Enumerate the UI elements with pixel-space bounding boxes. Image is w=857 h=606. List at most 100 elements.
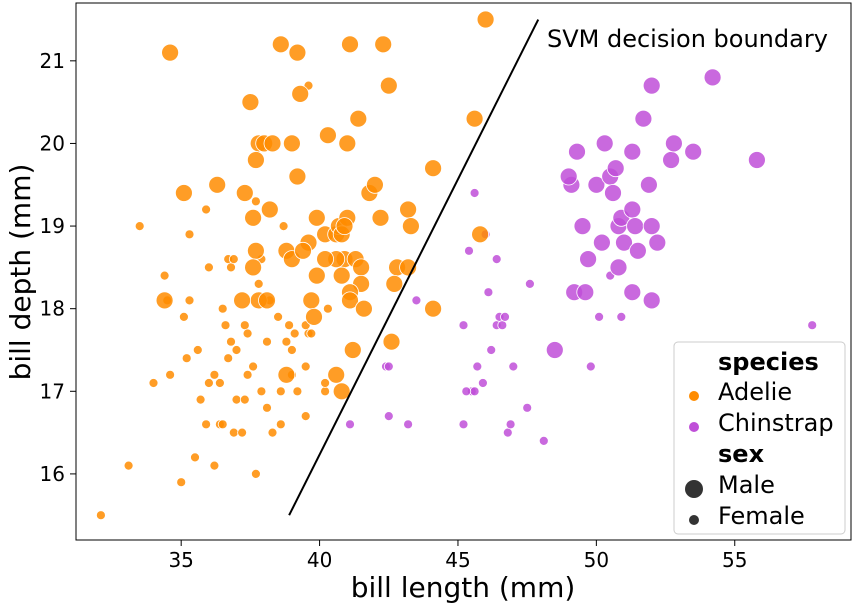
chinstrap-male-point-1 — [568, 142, 586, 161]
adelie-male-point-9 — [241, 93, 260, 111]
chinstrap-female-point-13 — [500, 311, 510, 322]
y-tick-label-21: 21 — [40, 49, 65, 73]
adelie-male-point-2 — [288, 43, 307, 62]
adelie-male-point-8 — [379, 76, 398, 95]
chinstrap-male-point-33 — [545, 341, 564, 359]
adelie-female-point-50 — [256, 386, 267, 397]
adelie-male-point-11 — [263, 134, 282, 153]
y-tick-label-19: 19 — [40, 214, 65, 238]
x-tick-label-35: 35 — [168, 548, 193, 572]
chinstrap-female-point-27 — [383, 411, 394, 422]
adelie-female-point-40 — [209, 460, 220, 471]
adelie-female-point-3 — [190, 452, 200, 463]
chinstrap-male-point-23 — [648, 233, 667, 252]
chinstrap-female-point-7 — [483, 287, 494, 298]
adelie-female-point-62 — [250, 196, 261, 207]
adelie-female-point-18 — [228, 254, 239, 265]
chinstrap-female-point-15 — [505, 419, 516, 430]
adelie-male-point-42 — [352, 258, 371, 277]
chinstrap-female-point-1 — [464, 245, 474, 256]
adelie-male-point-54 — [233, 291, 252, 310]
adelie-female-point-38 — [195, 394, 206, 405]
adelie-female-point-63 — [300, 361, 311, 372]
adelie-male-point-7 — [291, 85, 310, 103]
chinstrap-female-point-30 — [469, 386, 480, 397]
adelie-female-point-5 — [148, 378, 159, 388]
x-axis-ticks: 35 40 45 50 55 — [168, 540, 747, 572]
x-axis-label: bill length (mm) — [351, 571, 576, 604]
adelie-female-point-65 — [320, 378, 331, 388]
adelie-male-point-5 — [476, 10, 495, 29]
chinstrap-female-point-20 — [585, 361, 596, 372]
adelie-male-point-34 — [307, 266, 326, 285]
y-tick-label-16: 16 — [40, 462, 65, 486]
chinstrap-male-point-8 — [604, 184, 622, 202]
adelie-male-point-68 — [316, 250, 335, 269]
x-tick-label-45: 45 — [445, 548, 470, 572]
chinstrap-male-point-16 — [626, 217, 644, 236]
y-tick-label-20: 20 — [40, 131, 65, 155]
chinstrap-male-point-13 — [615, 233, 633, 252]
adelie-female-point-20 — [239, 320, 250, 331]
adelie-female-point-0 — [96, 510, 106, 521]
chinstrap-male-point-22 — [642, 76, 661, 95]
adelie-male-point-1 — [271, 35, 290, 54]
adelie-male-point-28 — [424, 159, 443, 178]
adelie-female-point-30 — [284, 320, 295, 331]
y-axis-label: bill depth (mm) — [4, 164, 37, 381]
adelie-male-point-45 — [401, 217, 420, 236]
legend-female-marker — [689, 515, 699, 525]
chinstrap-male-point-29 — [559, 167, 578, 186]
chinstrap-female-point-25 — [403, 419, 414, 430]
adelie-male-point-0 — [161, 43, 180, 62]
adelie-male-point-18 — [208, 175, 227, 194]
adelie-male-point-67 — [335, 217, 354, 236]
adelie-female-point-2 — [176, 477, 187, 488]
adelie-female-point-33 — [300, 411, 311, 422]
adelie-male-point-30 — [246, 241, 265, 260]
svm-annotation-label: SVM decision boundary — [547, 25, 828, 53]
adelie-female-point-47 — [203, 378, 214, 388]
adelie-male-point-26 — [371, 208, 390, 227]
adelie-male-point-62 — [343, 341, 362, 359]
adelie-female-point-11 — [203, 262, 214, 273]
adelie-female-point-25 — [262, 336, 272, 347]
legend: species Adelie Chinstrap sex Male Female — [673, 341, 846, 535]
chinstrap-female-point-16 — [508, 361, 519, 372]
adelie-female-point-15 — [220, 320, 231, 331]
adelie-female-point-52 — [239, 394, 250, 405]
legend-female-label: Female — [718, 502, 805, 530]
adelie-male-point-17 — [174, 184, 193, 202]
adelie-female-point-14 — [217, 303, 228, 314]
adelie-female-point-58 — [231, 345, 242, 355]
adelie-male-point-15 — [349, 109, 368, 128]
chinstrap-female-point-12 — [497, 320, 508, 331]
adelie-male-point-65 — [332, 382, 351, 401]
adelie-female-point-56 — [242, 369, 253, 380]
legend-adelie-marker — [689, 391, 699, 401]
chinstrap-female-point-24 — [807, 320, 818, 331]
svm-decision-boundary-line — [288, 19, 540, 516]
adelie-female-point-1 — [123, 460, 134, 471]
chinstrap-male-point-20 — [642, 291, 661, 310]
adelie-female-point-31 — [286, 345, 297, 355]
adelie-female-point-42 — [228, 427, 239, 438]
chinstrap-female-point-31 — [461, 386, 472, 397]
adelie-female-point-9 — [184, 229, 195, 240]
chinstrap-male-point-28 — [748, 151, 766, 169]
chinstrap-male-point-32 — [623, 283, 642, 302]
adelie-female-point-53 — [281, 336, 292, 347]
adelie-female-point-46 — [192, 345, 203, 355]
legend-chinstrap-marker — [689, 422, 699, 432]
chinstrap-male-point-26 — [684, 142, 703, 161]
chinstrap-male-point-19 — [640, 175, 658, 194]
chinstrap-male-point-27 — [703, 68, 722, 87]
adelie-male-point-12 — [282, 134, 301, 153]
chinstrap-male-point-10 — [609, 258, 628, 277]
adelie-female-point-61 — [226, 336, 236, 347]
chinstrap-male-point-3 — [579, 250, 597, 269]
data-points — [96, 10, 818, 521]
adelie-female-point-59 — [262, 402, 272, 413]
adelie-female-point-39 — [201, 419, 212, 430]
